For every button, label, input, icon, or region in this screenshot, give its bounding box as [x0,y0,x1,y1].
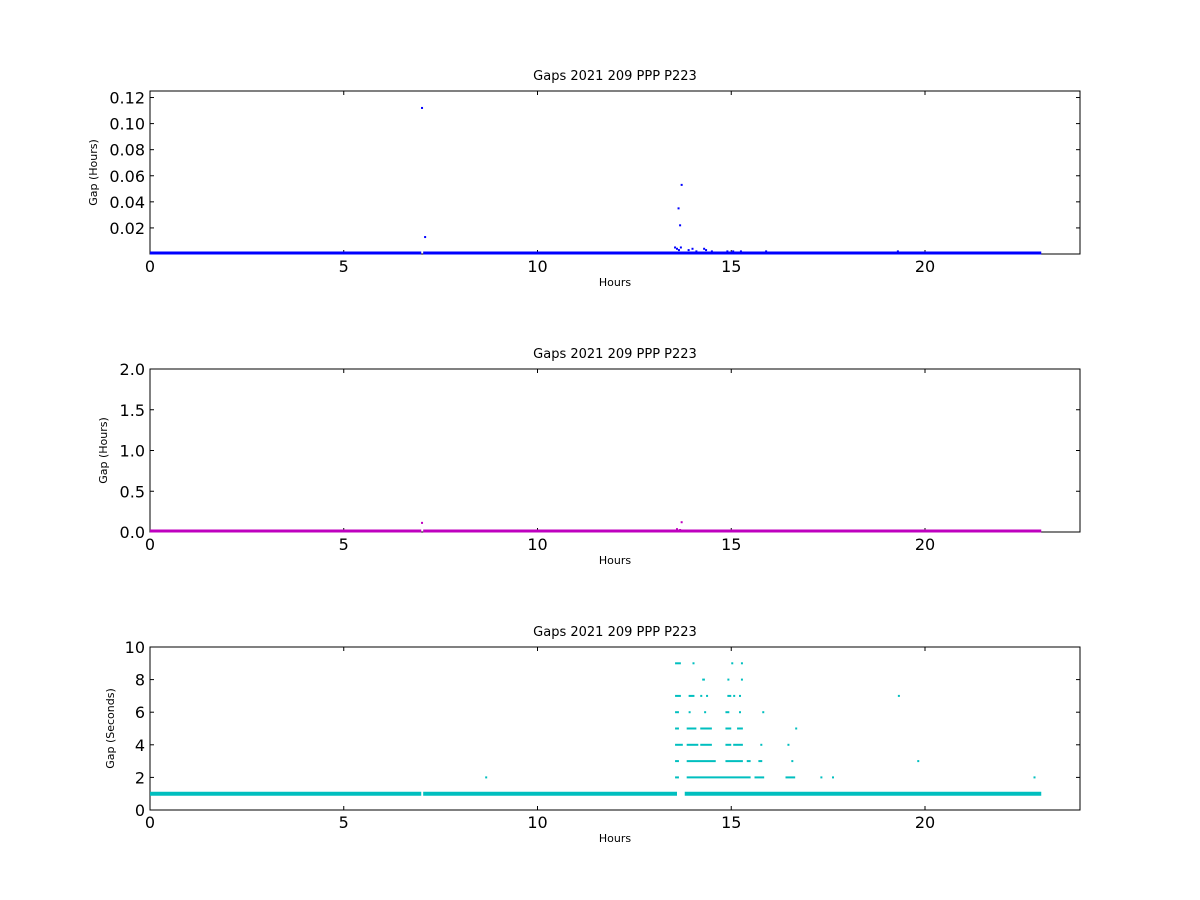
data-point [674,246,677,249]
data-point [676,528,678,531]
x-tick-label: 15 [721,813,741,832]
data-point [691,247,694,250]
x-tick-label: 20 [915,535,935,554]
y-tick-label: 6 [135,703,145,722]
y-axis-label: Gap (Hours) [87,139,100,206]
x-tick-label: 10 [527,813,547,832]
y-tick-label: 10 [125,638,145,657]
y-tick-label: 8 [135,671,145,690]
y-tick-label: 0.08 [109,141,145,160]
chart-panel-1: Gaps 2021 209 PPP P223 0 5 10 15 20 0.02 0.04 0.… [87,69,1081,289]
y-tick-label: 0.02 [109,219,145,238]
x-axis-label: Hours [599,832,631,845]
data-point [710,250,713,253]
x-tick-label: 15 [721,257,741,276]
data-point [421,521,424,524]
plot-area-frame [149,646,1081,811]
x-tick-label: 5 [339,813,349,832]
chart-title: Gaps 2021 209 PPP P223 [533,625,697,640]
x-tick-label: 10 [527,257,547,276]
y-tick-label: 1.5 [120,401,145,420]
x-tick-label: 5 [339,257,349,276]
data-point [679,224,682,227]
data-point [705,249,708,252]
chart-title: Gaps 2021 209 PPP P223 [533,347,697,362]
data-point [695,250,698,253]
x-axis-label: Hours [599,554,631,567]
data-point [680,183,683,186]
data-point [679,246,682,249]
x-axis-label: Hours [599,276,631,289]
data-point [676,247,678,250]
y-tick-label: 0.10 [109,115,145,134]
data-series [150,662,1042,796]
data-point [765,250,768,253]
chart-panel-3: Gaps 2021 209 PPP P223 0 5 10 15 20 0 2 4 6 8 10 Hou… [104,625,1081,845]
data-point [677,249,680,252]
y-tick-label: 2.0 [120,360,145,379]
x-tick-label: 20 [915,257,935,276]
x-tick-label: 0 [145,535,155,554]
data-point [424,236,427,239]
data-series [150,521,1042,533]
data-point [677,207,680,210]
chart-panel-2: Gaps 2021 209 PPP P223 0 5 10 15 20 0.0 0.5 1.0 1… [97,347,1081,567]
y-tick-label: 0.06 [109,167,145,186]
y-axis-label: Gap (Hours) [97,417,110,484]
plot-area-frame [149,368,1081,533]
y-tick-label: 0.5 [120,482,145,501]
y-tick-label: 0.04 [109,193,145,212]
x-tick-label: 0 [145,257,155,276]
y-tick-label: 0 [135,801,145,820]
data-point [679,529,682,531]
y-tick-label: 4 [135,736,145,755]
y-tick-label: 0.0 [120,523,145,542]
y-tick-label: 1.0 [120,442,145,461]
y-axis-label: Gap (Seconds) [104,688,117,769]
data-point [732,250,735,253]
x-tick-label: 10 [527,535,547,554]
plot-area-frame [149,90,1081,255]
data-point [680,521,683,524]
data-point [739,250,742,253]
data-point [687,249,690,252]
x-tick-label: 5 [339,535,349,554]
x-tick-label: 0 [145,813,155,832]
x-tick-label: 15 [721,535,741,554]
data-point [421,106,424,109]
x-tick-label: 20 [915,813,935,832]
y-tick-label: 2 [135,768,145,787]
chart-title: Gaps 2021 209 PPP P223 [533,69,697,84]
data-series [150,106,1042,255]
y-tick-label: 0.12 [109,89,145,108]
data-point [726,250,729,253]
data-point [896,250,899,253]
data-point [703,247,706,250]
